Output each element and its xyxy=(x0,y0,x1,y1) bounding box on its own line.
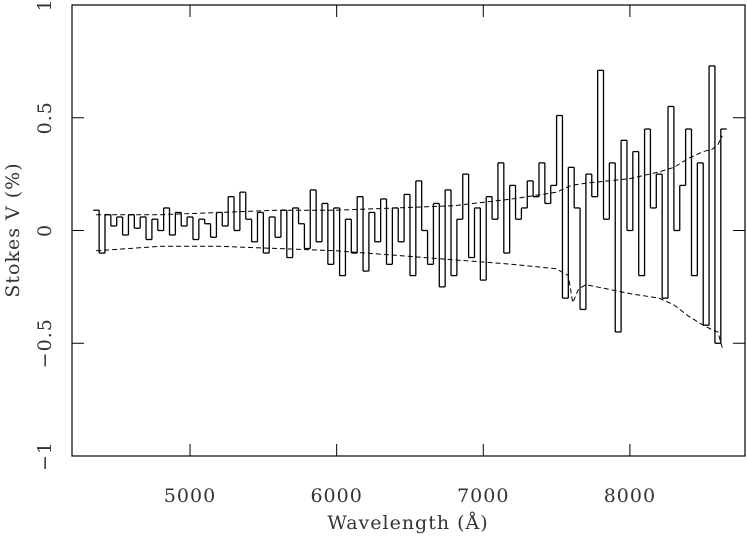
error-line xyxy=(96,245,723,348)
y-tick-label: 1 xyxy=(34,0,56,12)
x-tick-label: 5000 xyxy=(164,485,216,507)
y-tick-label: 0 xyxy=(34,224,56,237)
x-tick-label: 8000 xyxy=(604,485,656,507)
error-line xyxy=(96,135,723,216)
y-tick-label: 0.5 xyxy=(34,101,56,134)
y-tick-label: −1 xyxy=(34,441,56,471)
x-tick-label: 7000 xyxy=(457,485,509,507)
y-tick-label: −0.5 xyxy=(34,318,56,368)
y-axis-title: Stokes V (%) xyxy=(2,162,24,297)
x-tick-label: 6000 xyxy=(310,485,362,507)
x-axis-title: Wavelength (Å) xyxy=(327,512,488,534)
